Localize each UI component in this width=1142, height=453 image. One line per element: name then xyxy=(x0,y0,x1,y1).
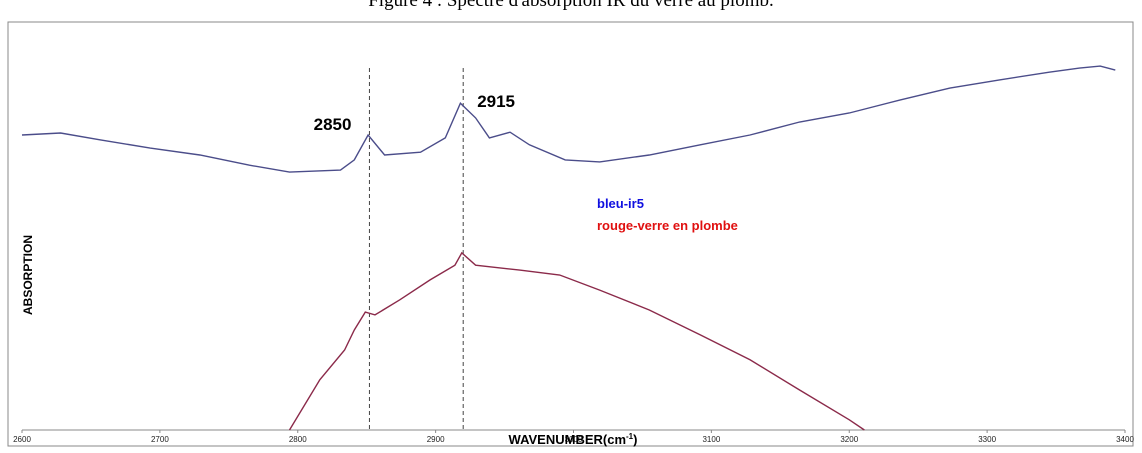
frame xyxy=(7,21,1134,447)
y-axis-label: ABSORPTION xyxy=(21,235,35,315)
x-label-text: WAVENUMBER(cm xyxy=(509,432,627,447)
legend-label: bleu-ir5 xyxy=(597,196,644,211)
x-tick-label: 3400 xyxy=(1116,435,1134,444)
x-label-end: ) xyxy=(633,432,637,447)
series-line xyxy=(288,251,865,431)
x-tick-label: 2900 xyxy=(427,435,445,444)
x-tick-label: 3300 xyxy=(978,435,996,444)
x-axis-label: WAVENUMBER(cm-1) xyxy=(509,432,638,447)
x-tick-label: 3000 xyxy=(565,435,583,444)
chart-title: Figure 4 : Spectre d'absorption IR du ve… xyxy=(368,0,774,11)
x-tick-label: 2600 xyxy=(13,435,31,444)
x-tick-label: 3200 xyxy=(840,435,858,444)
annotation-label: 2850 xyxy=(314,115,352,134)
x-tick-label: 2700 xyxy=(151,435,169,444)
x-tick-label: 2800 xyxy=(289,435,307,444)
x-tick-label: 3100 xyxy=(702,435,720,444)
series-line xyxy=(21,65,1116,173)
x-label-sup: -1 xyxy=(626,432,634,441)
annotation-label: 2915 xyxy=(477,92,515,111)
legend-label: rouge-verre en plombe xyxy=(597,218,738,233)
